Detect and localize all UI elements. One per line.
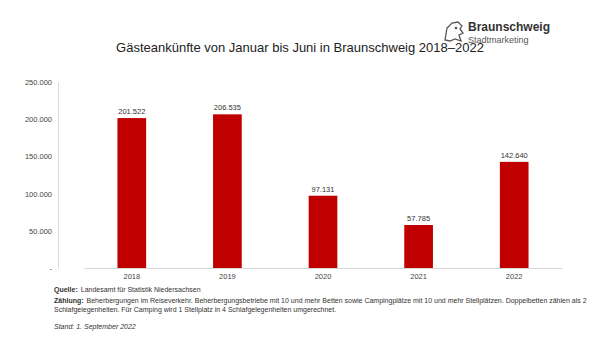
- y-tick-label: 200.000: [25, 115, 52, 124]
- data-label: 206.535: [214, 103, 241, 112]
- footnote-label: Zählung:: [54, 297, 84, 305]
- footnote-line: Schlafgelegenheiten. Für Camping wird 1 …: [54, 306, 336, 314]
- footnote-text: Beherbergungen im Reiseverkehr. Beherber…: [54, 297, 589, 314]
- y-tick: 250.000: [25, 78, 58, 87]
- title: Gästeankünfte von Januar bis Juni in Bra…: [116, 40, 484, 55]
- x-tick-label: 2020: [315, 272, 332, 281]
- bar: [404, 225, 433, 268]
- x-axis-line: [85, 268, 563, 269]
- x-tick-label: 2018: [123, 272, 140, 281]
- y-tick: -: [50, 264, 59, 273]
- bars: [117, 114, 528, 268]
- y-tick: 100.000: [25, 190, 58, 199]
- logo-icon: [445, 22, 463, 41]
- footnote-line: Landesamt für Statistik Niedersachsen: [81, 286, 201, 293]
- data-label: 142.640: [501, 151, 528, 160]
- footnote-line: Stand: 1. September 2022: [54, 323, 136, 331]
- data-label: 57.785: [407, 214, 430, 223]
- y-tick-label: 100.000: [25, 190, 52, 199]
- footnote: Quelle:Landesamt für Statistik Niedersac…: [54, 286, 201, 294]
- footnote-label: Quelle:: [54, 286, 78, 294]
- footnote: Stand: 1. September 2022: [54, 323, 136, 331]
- y-tick-label: 150.000: [25, 152, 52, 161]
- y-tick-label: 250.000: [25, 78, 52, 87]
- y-tick-label: -: [50, 264, 53, 273]
- logo-shape: [445, 22, 463, 41]
- y-tick: 200.000: [25, 115, 58, 124]
- bar: [309, 196, 338, 268]
- x-tick-label: 2022: [506, 272, 523, 281]
- x-tick: 2020: [315, 268, 332, 281]
- x-tick-label: 2021: [410, 272, 427, 281]
- y-axis-line: [58, 83, 59, 269]
- y-tick: 150.000: [25, 152, 58, 161]
- logo-title: Braunschweig: [468, 20, 550, 34]
- chart: BraunschweigStadtmarketingGästeankünfte …: [0, 0, 600, 338]
- y-axis: - 50.000 100.000 150.000 200.000 250.000: [25, 78, 59, 273]
- footnotes: Quelle:Landesamt für Statistik Niedersac…: [54, 286, 589, 331]
- x-tick: 2019: [219, 268, 236, 281]
- footnote-line: Beherbergungen im Reiseverkehr. Beherber…: [87, 297, 589, 305]
- bar: [117, 118, 146, 268]
- y-tick-label: 50.000: [29, 227, 52, 236]
- footnote: Zählung:Beherbergungen im Reiseverkehr. …: [54, 297, 589, 314]
- footnote-text: Stand: 1. September 2022: [54, 323, 136, 331]
- footnote-text: Landesamt für Statistik Niedersachsen: [81, 286, 201, 293]
- logo-eye: [455, 27, 458, 30]
- data-label: 201.522: [118, 107, 145, 116]
- bar: [500, 162, 529, 268]
- x-tick: 2018: [123, 268, 140, 281]
- y-tick: 50.000: [29, 227, 58, 236]
- x-axis: 2018 2019 2020 2021 2022: [85, 268, 563, 281]
- data-labels: 201.522 206.535 97.131 57.785 142.640: [118, 103, 528, 223]
- bar: [213, 114, 242, 268]
- x-tick: 2022: [506, 268, 523, 281]
- x-tick: 2021: [410, 268, 427, 281]
- data-label: 97.131: [312, 185, 335, 194]
- x-tick-label: 2019: [219, 272, 236, 281]
